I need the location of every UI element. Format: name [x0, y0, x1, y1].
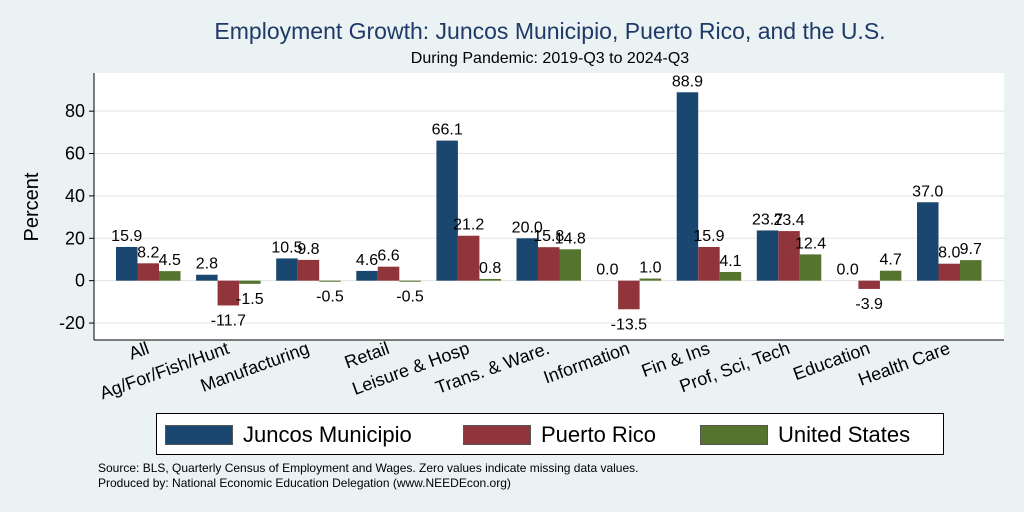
legend-label-puerto-rico: Puerto Rico	[541, 422, 656, 447]
x-tick-label: Ag/For/Fish/Hunt	[97, 338, 232, 403]
bar	[799, 254, 822, 281]
y-tick-label: 40	[65, 186, 85, 206]
data-label: 2.8	[196, 256, 218, 273]
data-label: 15.9	[693, 228, 724, 245]
bar	[639, 278, 662, 281]
bar	[196, 274, 218, 281]
bar	[297, 259, 320, 281]
data-label: 14.8	[555, 230, 586, 247]
legend-swatch-juncos	[165, 425, 233, 445]
data-label: -0.5	[316, 289, 344, 306]
data-label: 1.0	[639, 260, 661, 277]
data-label: -11.7	[211, 312, 246, 329]
legend-label-united-states: United States	[778, 422, 911, 447]
bar	[137, 263, 159, 281]
bar	[356, 270, 378, 281]
bar	[756, 230, 779, 281]
bar	[516, 238, 538, 281]
data-label: -3.9	[855, 296, 883, 313]
legend-swatch-puerto-rico	[463, 425, 531, 445]
data-label: 66.1	[432, 122, 463, 139]
data-label: 8.2	[137, 244, 159, 261]
bar	[399, 280, 421, 282]
plot-background	[94, 73, 1004, 340]
bar	[276, 258, 298, 281]
bar	[239, 280, 261, 284]
data-label: -13.5	[611, 316, 648, 333]
bar	[676, 92, 699, 281]
legend-swatch-united-states	[700, 425, 768, 445]
data-label: 20.0	[512, 219, 543, 236]
bar	[479, 278, 501, 281]
data-label: 37.0	[912, 183, 943, 200]
data-label: 9.8	[297, 241, 319, 258]
bar	[116, 246, 138, 281]
data-label: 88.9	[672, 73, 703, 90]
x-tick-label: All	[126, 338, 152, 364]
x-tick-label: Information	[541, 338, 632, 388]
bar	[319, 280, 341, 282]
data-label: 4.7	[880, 252, 902, 269]
bar	[917, 202, 939, 281]
legend-item-united-states: United States	[700, 422, 910, 448]
bar	[960, 260, 982, 281]
bar	[159, 271, 181, 281]
legend-item-puerto-rico: Puerto Rico	[463, 422, 656, 448]
bar	[858, 280, 880, 289]
y-tick-label: 60	[65, 144, 85, 164]
bar	[436, 140, 458, 281]
bar	[457, 235, 480, 281]
data-label: 6.6	[377, 248, 399, 265]
data-label: -0.5	[396, 289, 424, 306]
bar	[618, 280, 640, 310]
source-note: Source: BLS, Quarterly Census of Employm…	[98, 461, 639, 475]
data-label: 15.8	[533, 228, 564, 245]
chart-subtitle: During Pandemic: 2019-Q3 to 2024-Q3	[410, 50, 690, 67]
data-label: 4.5	[159, 252, 181, 269]
data-label: 4.1	[719, 253, 741, 270]
produced-by-note: Produced by: National Economic Education…	[98, 476, 511, 490]
data-label: 23.4	[773, 212, 804, 229]
data-label: 12.4	[795, 235, 826, 252]
data-label: -1.5	[236, 291, 264, 308]
data-label: 0.8	[479, 260, 501, 277]
y-tick-label: 0	[75, 271, 85, 291]
legend-label-juncos: Juncos Municipio	[243, 422, 412, 447]
data-label: 15.9	[111, 228, 142, 245]
data-label: 9.7	[960, 241, 982, 258]
bar	[559, 249, 581, 281]
legend: Juncos Municipio Puerto Rico United Stat…	[156, 413, 944, 455]
y-axis-title: Percent	[21, 172, 43, 241]
y-tick-label: -20	[59, 313, 85, 333]
chart-title: Employment Growth: Juncos Municipio, Pue…	[214, 18, 886, 44]
bar	[778, 231, 800, 281]
bar	[698, 246, 720, 281]
data-label: 0.0	[837, 262, 859, 279]
legend-item-juncos: Juncos Municipio	[165, 422, 412, 448]
bar	[538, 247, 560, 281]
bar	[879, 270, 902, 281]
data-label: 8.0	[938, 245, 960, 262]
bar	[217, 280, 240, 306]
data-label: 0.0	[596, 262, 618, 279]
data-label: 21.2	[453, 217, 484, 234]
y-tick-label: 20	[65, 228, 85, 248]
y-tick-label: 80	[65, 101, 85, 121]
data-label: 4.6	[356, 252, 378, 269]
data-label: 23.7	[752, 211, 783, 228]
bar	[719, 271, 742, 281]
bar	[377, 266, 400, 281]
x-tick-label: Health Care	[856, 338, 953, 390]
bar	[938, 263, 960, 281]
data-label: 10.5	[271, 239, 302, 256]
